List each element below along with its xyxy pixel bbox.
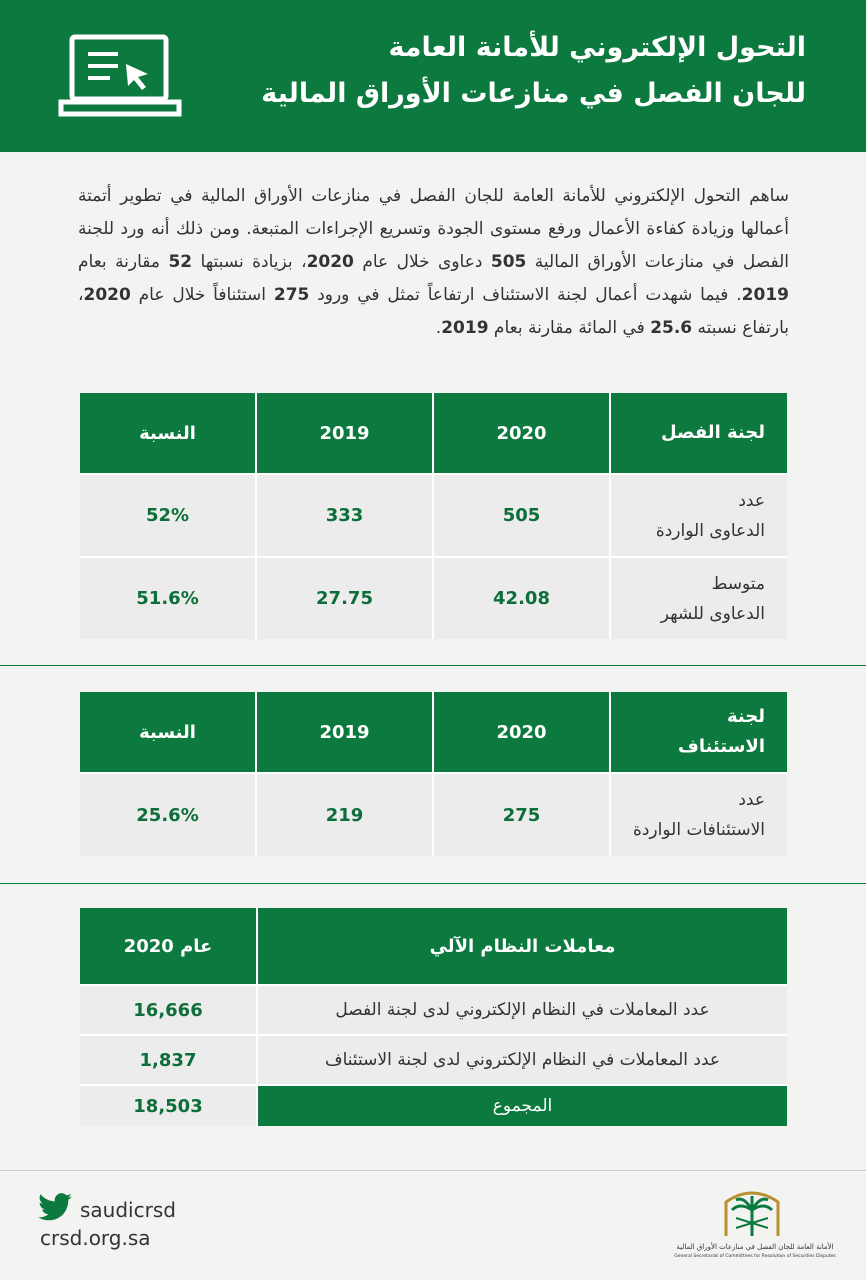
cell: 27.75 bbox=[257, 558, 432, 639]
header-cell: لجنة الفصل bbox=[611, 393, 787, 473]
header-cell: معاملات النظام الآلي bbox=[258, 908, 787, 984]
cell: 333 bbox=[257, 475, 432, 556]
cell: عدد المعاملات في النظام الإلكتروني لدى ل… bbox=[258, 986, 787, 1034]
cell: 275 bbox=[434, 774, 609, 856]
total-cell: 18,503 bbox=[80, 1086, 256, 1126]
cell: 219 bbox=[257, 774, 432, 856]
website: crsd.org.sa bbox=[40, 1226, 151, 1250]
cell: عدد المعاملات في النظام الإلكتروني لدى ل… bbox=[258, 1036, 787, 1084]
cell: عدد الدعاوى الواردة bbox=[611, 475, 787, 556]
table: معاملات النظام الآلي عام 2020 عدد المعام… bbox=[80, 908, 787, 1126]
table: لجنة الاستئناف 2020 2019 النسبة عدد الاس… bbox=[80, 692, 787, 856]
cell: 52% bbox=[80, 475, 255, 556]
cell: 42.08 bbox=[434, 558, 609, 639]
logo-text-en: General Secretariat of Committees for Re… bbox=[674, 1254, 836, 1259]
separator bbox=[0, 665, 866, 666]
twitter-handle: saudicrsd bbox=[80, 1198, 176, 1222]
header-cell: 2020 bbox=[434, 393, 609, 473]
title: التحول الإلكتروني للأمانة العامة bbox=[388, 32, 806, 63]
header-cell: 2020 bbox=[434, 692, 609, 772]
cell: 1,837 bbox=[80, 1036, 256, 1084]
twitter-icon bbox=[38, 1193, 72, 1221]
title: للجان الفصل في منازعات الأوراق المالية bbox=[261, 78, 806, 109]
intro-paragraph: ساهم التحول الإلكتروني للأمانة العامة لل… bbox=[78, 186, 789, 338]
header-cell: عام 2020 bbox=[80, 908, 256, 984]
total-cell: المجموع bbox=[258, 1086, 787, 1126]
header-cell: النسبة bbox=[80, 692, 255, 772]
cell: متوسط الدعاوى للشهر bbox=[611, 558, 787, 639]
cell: عدد الاستئنافات الواردة bbox=[611, 774, 787, 856]
separator bbox=[0, 883, 866, 884]
logo-text-ar: الأمانة العامة للجان الفصل في منازعات ال… bbox=[676, 1243, 834, 1251]
cell: 25.6% bbox=[80, 774, 255, 856]
header: التحول الإلكتروني للأمانة العامة للجان ا… bbox=[0, 0, 866, 152]
table: لجنة الفصل 2020 2019 النسبة عدد الدعاوى … bbox=[80, 393, 787, 639]
cell: 51.6% bbox=[80, 558, 255, 639]
separator bbox=[0, 1170, 866, 1171]
cell: 505 bbox=[434, 475, 609, 556]
header-cell: 2019 bbox=[257, 692, 432, 772]
header-cell: 2019 bbox=[257, 393, 432, 473]
header-cell: النسبة bbox=[80, 393, 255, 473]
cell: 16,666 bbox=[80, 986, 256, 1034]
logo-mark bbox=[724, 1191, 780, 1236]
header-cell: لجنة الاستئناف bbox=[611, 692, 787, 772]
laptop-icon bbox=[58, 34, 182, 117]
